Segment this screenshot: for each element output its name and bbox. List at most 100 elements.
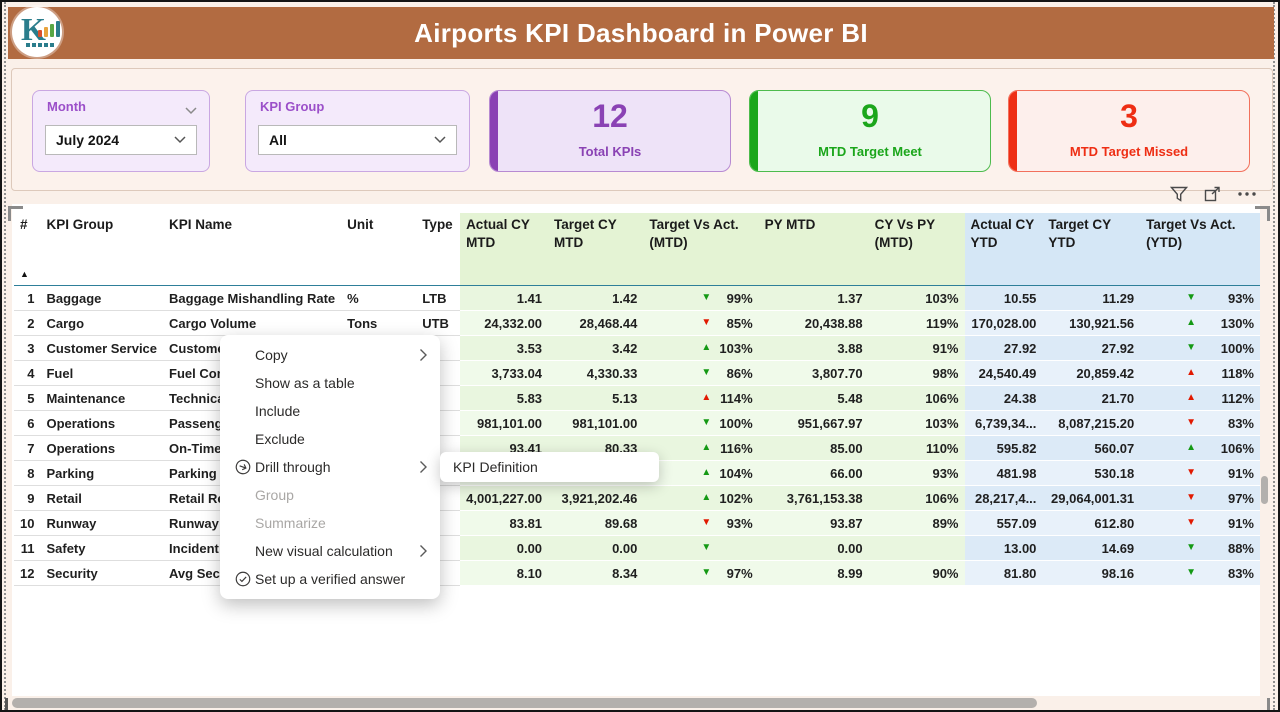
cell-target-ytd[interactable]: 20,859.42 — [1042, 360, 1141, 386]
cell-num[interactable]: 2 — [14, 310, 41, 336]
cell-ytd-arrow[interactable]: ▼ 100% — [1140, 335, 1260, 361]
cell-actual-ytd[interactable]: 481.98 — [964, 460, 1043, 486]
cell-target-mtd[interactable]: 1.42 — [548, 285, 644, 311]
filter-icon[interactable] — [1168, 185, 1190, 203]
cell-py-mtd[interactable]: 3,761,153.38 — [758, 485, 869, 511]
cell-target-mtd[interactable]: 981,101.00 — [548, 410, 644, 436]
cell-cy-vs-py[interactable]: 103% — [868, 410, 965, 436]
cell-group[interactable]: Maintenance — [40, 385, 164, 411]
column-header-11[interactable]: Target CY YTD — [1042, 213, 1141, 286]
cell-ytd-arrow[interactable]: ▼ 83% — [1140, 560, 1260, 586]
cell-ytd-arrow[interactable]: ▼ 91% — [1140, 460, 1260, 486]
visual-resize-handle-top-right[interactable] — [1255, 206, 1270, 221]
column-header-0[interactable]: # ▲ — [14, 213, 41, 286]
cell-cy-vs-py[interactable]: 89% — [868, 510, 965, 536]
cell-group[interactable]: Safety — [40, 535, 164, 561]
cell-mtd-arrow[interactable]: ▲ 114% — [643, 385, 759, 411]
column-header-3[interactable]: Unit — [341, 213, 417, 286]
cell-py-mtd[interactable]: 1.37 — [758, 285, 869, 311]
cell-name[interactable]: Baggage Mishandling Rate — [163, 285, 342, 311]
cell-target-ytd[interactable]: 21.70 — [1042, 385, 1141, 411]
cell-actual-mtd[interactable]: 83.81 — [460, 510, 549, 536]
card-mtd-target-missed[interactable]: 3 MTD Target Missed — [1008, 90, 1250, 172]
cell-type[interactable]: UTB — [416, 310, 461, 336]
cell-actual-mtd[interactable]: 3.53 — [460, 335, 549, 361]
cell-name[interactable]: Cargo Volume — [163, 310, 342, 336]
visual-resize-handle-bottom-right[interactable] — [1255, 698, 1270, 710]
cell-cy-vs-py[interactable]: 91% — [868, 335, 965, 361]
column-header-1[interactable]: KPI Group — [40, 213, 164, 286]
cell-target-mtd[interactable]: 3,921,202.46 — [548, 485, 644, 511]
menu-item-exclude[interactable]: Exclude — [220, 425, 440, 453]
cell-target-ytd[interactable]: 27.92 — [1042, 335, 1141, 361]
cell-num[interactable]: 4 — [14, 360, 41, 386]
column-header-9[interactable]: CY Vs PY (MTD) — [868, 213, 965, 286]
cell-target-mtd[interactable]: 5.13 — [548, 385, 644, 411]
cell-group[interactable]: Parking — [40, 460, 164, 486]
cell-num[interactable]: 6 — [14, 410, 41, 436]
column-header-7[interactable]: Target Vs Act. (MTD) — [643, 213, 759, 286]
cell-unit[interactable]: Tons — [341, 310, 417, 336]
column-header-4[interactable]: Type — [416, 213, 461, 286]
menu-item-include[interactable]: Include — [220, 397, 440, 425]
cell-ytd-arrow[interactable]: ▲ 130% — [1140, 310, 1260, 336]
cell-actual-mtd[interactable]: 5.83 — [460, 385, 549, 411]
cell-actual-ytd[interactable]: 13.00 — [964, 535, 1043, 561]
cell-mtd-arrow[interactable]: ▼ 100% — [643, 410, 759, 436]
cell-cy-vs-py[interactable]: 98% — [868, 360, 965, 386]
cell-target-ytd[interactable]: 14.69 — [1042, 535, 1141, 561]
menu-item-copy[interactable]: Copy — [220, 341, 440, 369]
cell-py-mtd[interactable]: 85.00 — [758, 435, 869, 461]
cell-actual-mtd[interactable]: 981,101.00 — [460, 410, 549, 436]
cell-cy-vs-py[interactable]: 106% — [868, 385, 965, 411]
cell-unit[interactable]: % — [341, 285, 417, 311]
menu-item-show-as-a-table[interactable]: Show as a table — [220, 369, 440, 397]
cell-ytd-arrow[interactable]: ▲ 106% — [1140, 435, 1260, 461]
cell-target-ytd[interactable]: 29,064,001.31 — [1042, 485, 1141, 511]
visual-resize-handle-top-left[interactable] — [8, 206, 23, 221]
cell-py-mtd[interactable]: 93.87 — [758, 510, 869, 536]
popout-icon[interactable] — [1202, 185, 1224, 203]
menu-item-set-up-a-verified-answer[interactable]: Set up a verified answer — [220, 565, 440, 593]
more-options-icon[interactable] — [1236, 185, 1258, 203]
cell-num[interactable]: 8 — [14, 460, 41, 486]
cell-cy-vs-py[interactable]: 110% — [868, 435, 965, 461]
cell-cy-vs-py[interactable]: 90% — [868, 560, 965, 586]
cell-mtd-arrow[interactable]: ▲ 104% — [643, 460, 759, 486]
cell-actual-ytd[interactable]: 170,028.00 — [964, 310, 1043, 336]
chevron-down-icon[interactable] — [185, 102, 197, 120]
cell-group[interactable]: Customer Service — [40, 335, 164, 361]
cell-group[interactable]: Operations — [40, 435, 164, 461]
column-header-5[interactable]: Actual CY MTD — [460, 213, 549, 286]
cell-num[interactable]: 1 — [14, 285, 41, 311]
cell-actual-ytd[interactable]: 24.38 — [964, 385, 1043, 411]
cell-cy-vs-py[interactable]: 93% — [868, 460, 965, 486]
horizontal-scrollbar[interactable] — [12, 698, 1037, 708]
cell-target-mtd[interactable]: 4,330.33 — [548, 360, 644, 386]
cell-actual-ytd[interactable]: 28,217,4... — [964, 485, 1043, 511]
cell-ytd-arrow[interactable]: ▼ 93% — [1140, 285, 1260, 311]
cell-actual-ytd[interactable]: 6,739,34... — [964, 410, 1043, 436]
cell-actual-ytd[interactable]: 24,540.49 — [964, 360, 1043, 386]
cell-mtd-arrow[interactable]: ▲ 103% — [643, 335, 759, 361]
cell-mtd-arrow[interactable]: ▼ 85% — [643, 310, 759, 336]
cell-py-mtd[interactable]: 3,807.70 — [758, 360, 869, 386]
cell-target-ytd[interactable]: 8,087,215.20 — [1042, 410, 1141, 436]
cell-actual-ytd[interactable]: 10.55 — [964, 285, 1043, 311]
cell-mtd-arrow[interactable]: ▼ 86% — [643, 360, 759, 386]
cell-mtd-arrow[interactable]: ▲ 116% — [643, 435, 759, 461]
cell-group[interactable]: Runway — [40, 510, 164, 536]
menu-item-drill-through[interactable]: Drill through — [220, 453, 440, 481]
cell-actual-ytd[interactable]: 557.09 — [964, 510, 1043, 536]
cell-ytd-arrow[interactable]: ▼ 83% — [1140, 410, 1260, 436]
cell-group[interactable]: Fuel — [40, 360, 164, 386]
cell-mtd-arrow[interactable]: ▼ 97% — [643, 560, 759, 586]
cell-actual-ytd[interactable]: 27.92 — [964, 335, 1043, 361]
cell-num[interactable]: 5 — [14, 385, 41, 411]
column-header-2[interactable]: KPI Name — [163, 213, 342, 286]
cell-py-mtd[interactable]: 951,667.97 — [758, 410, 869, 436]
column-header-6[interactable]: Target CY MTD — [548, 213, 644, 286]
cell-actual-mtd[interactable]: 8.10 — [460, 560, 549, 586]
cell-py-mtd[interactable]: 8.99 — [758, 560, 869, 586]
cell-target-ytd[interactable]: 530.18 — [1042, 460, 1141, 486]
